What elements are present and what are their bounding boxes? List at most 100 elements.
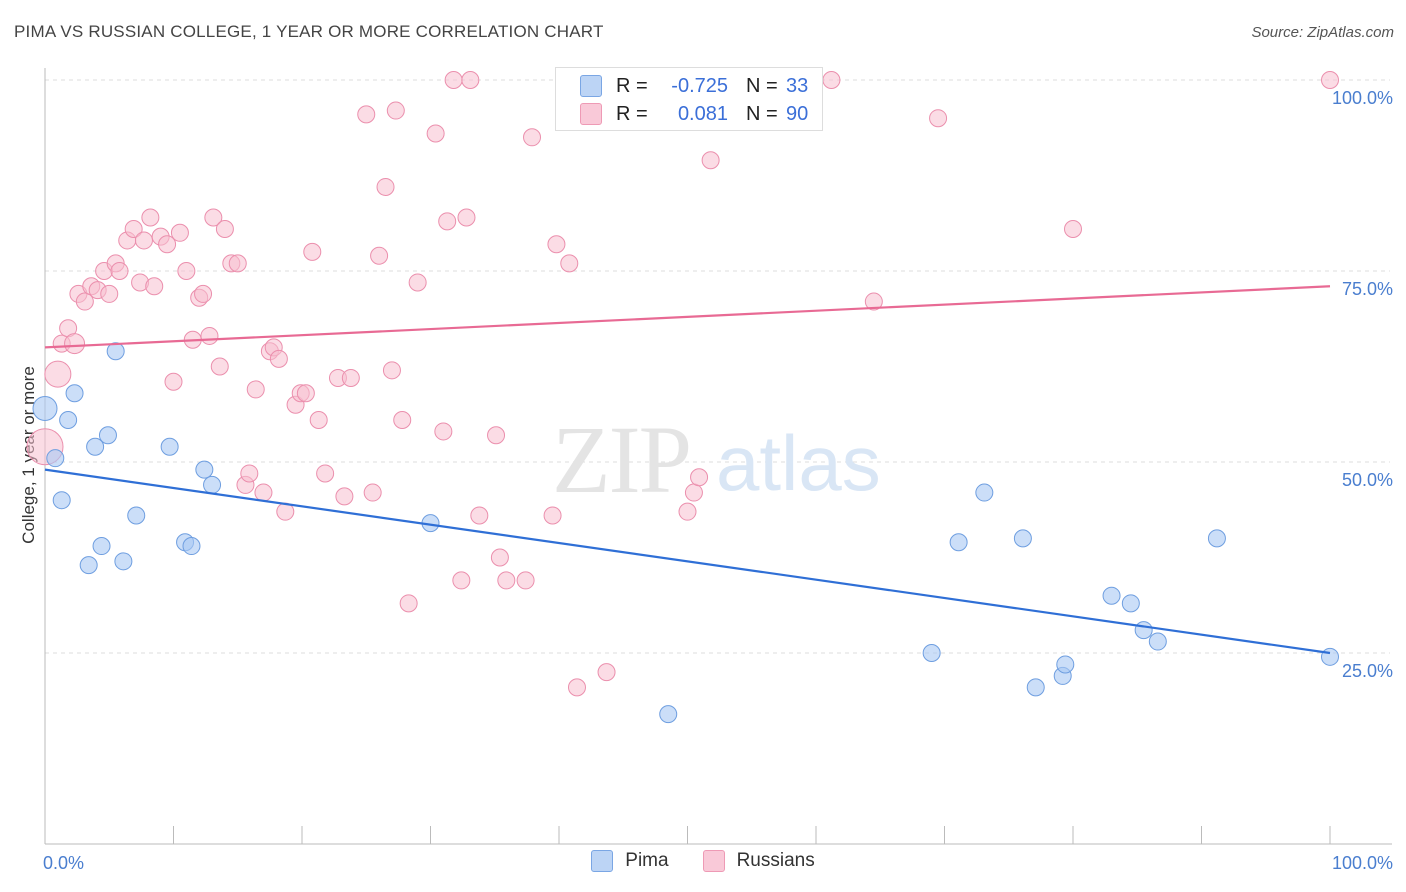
russians-point: [376, 177, 395, 196]
russians-point: [200, 326, 219, 345]
legend-r-label: R =: [616, 74, 648, 97]
russians-point: [64, 333, 86, 355]
russians-point: [399, 594, 418, 613]
watermark-atlas: atlas: [716, 419, 881, 507]
pima-point: [1321, 647, 1339, 666]
pima-point: [46, 449, 65, 468]
gridlines: [45, 79, 1390, 654]
pima-trend-line: [44, 468, 1331, 655]
russians-point: [215, 219, 234, 238]
russians-point: [363, 483, 382, 502]
russians-point: [110, 262, 129, 280]
russians-point: [240, 464, 259, 483]
y-tick-label: 50.0%: [1342, 470, 1393, 490]
russians-point: [177, 262, 196, 280]
russians-point: [210, 357, 229, 376]
pima-point: [65, 384, 84, 403]
legend-row-pima: R = -0.725 N = 33: [580, 73, 808, 99]
russians-point: [567, 678, 586, 697]
legend: R = -0.725 N = 33 R = 0.081 N = 90: [555, 67, 823, 131]
russians-point: [254, 483, 273, 502]
x-tick-label: 0.0%: [43, 853, 84, 873]
pima-point: [92, 537, 111, 556]
russians-point: [543, 506, 562, 525]
russians-point: [309, 410, 328, 429]
pima-point: [127, 506, 146, 525]
legend-r-label: R =: [616, 102, 648, 125]
russians-point: [335, 487, 354, 506]
legend-row-russians: R = 0.081 N = 90: [580, 101, 808, 127]
bottom-legend-label-pima: Pima: [625, 850, 669, 871]
bottom-legend-swatch-pima: [591, 850, 614, 872]
russians-point: [194, 284, 213, 303]
russians-point: [164, 372, 183, 391]
pima-point: [1026, 678, 1045, 697]
pima-point: [949, 533, 968, 552]
watermark-zip: ZIP: [552, 406, 690, 513]
bottom-legend-label-russians: Russians: [736, 850, 815, 871]
russians-point: [690, 468, 709, 487]
russians-points: [26, 71, 1339, 697]
pima-point: [1121, 594, 1140, 613]
russians-point: [929, 109, 948, 128]
legend-n-label: N =: [746, 74, 778, 97]
bottom-legend-swatch-russians: [702, 850, 725, 872]
russians-point: [461, 71, 480, 89]
bottom-legend: Pima Russians: [0, 850, 1406, 872]
pima-point: [52, 491, 71, 510]
russians-point: [100, 284, 119, 303]
russians-point: [296, 384, 315, 403]
russians-point: [124, 219, 143, 238]
russians-point: [701, 151, 720, 170]
russians-point: [426, 124, 445, 143]
russians-point: [1321, 71, 1339, 89]
russians-point: [44, 360, 72, 388]
pima-point: [659, 705, 678, 724]
russians-point: [408, 273, 427, 292]
russians-point: [145, 277, 164, 296]
russians-point: [457, 208, 476, 227]
russians-point: [560, 254, 579, 273]
pima-point: [59, 410, 78, 429]
russians-point: [684, 483, 703, 502]
pima-point: [922, 644, 941, 662]
russians-point: [393, 410, 412, 429]
russians-point: [470, 506, 489, 525]
russians-point: [523, 128, 542, 147]
russians-point: [678, 502, 697, 521]
legend-n-value: 33: [786, 74, 809, 97]
russians-point: [597, 663, 616, 682]
pima-point: [98, 426, 117, 445]
russians-point: [444, 71, 463, 89]
chart-title: PIMA VS RUSSIAN COLLEGE, 1 YEAR OR MORE …: [14, 22, 604, 41]
russians-point: [434, 422, 453, 441]
russians-point: [228, 254, 247, 273]
pima-point: [114, 552, 133, 571]
legend-n-value: 90: [786, 102, 809, 125]
legend-swatch-russians: [580, 103, 602, 125]
russians-point: [516, 571, 535, 590]
russians-point: [246, 380, 265, 399]
pima-point: [79, 556, 98, 575]
pima-point: [1207, 529, 1226, 548]
pima-point: [1148, 632, 1167, 651]
y-tick-label: 25.0%: [1342, 661, 1393, 681]
pima-point: [975, 483, 994, 502]
russians-point: [1064, 219, 1082, 238]
russians-point: [269, 349, 288, 368]
x-tick-label: 100.0%: [1332, 853, 1393, 873]
bottom-legend-pima: Pima: [591, 850, 669, 872]
pima-point: [160, 437, 179, 456]
bottom-legend-russians: Russians: [702, 850, 815, 872]
russians-point: [204, 208, 223, 227]
russians-point: [487, 426, 506, 445]
pima-point: [32, 396, 58, 422]
pima-point: [195, 460, 214, 479]
trend-lines: [44, 285, 1331, 655]
russians-point: [452, 571, 471, 590]
russians-point: [170, 223, 189, 242]
russians-point: [141, 208, 160, 227]
russians-point: [370, 246, 389, 265]
russians-point: [75, 292, 94, 311]
